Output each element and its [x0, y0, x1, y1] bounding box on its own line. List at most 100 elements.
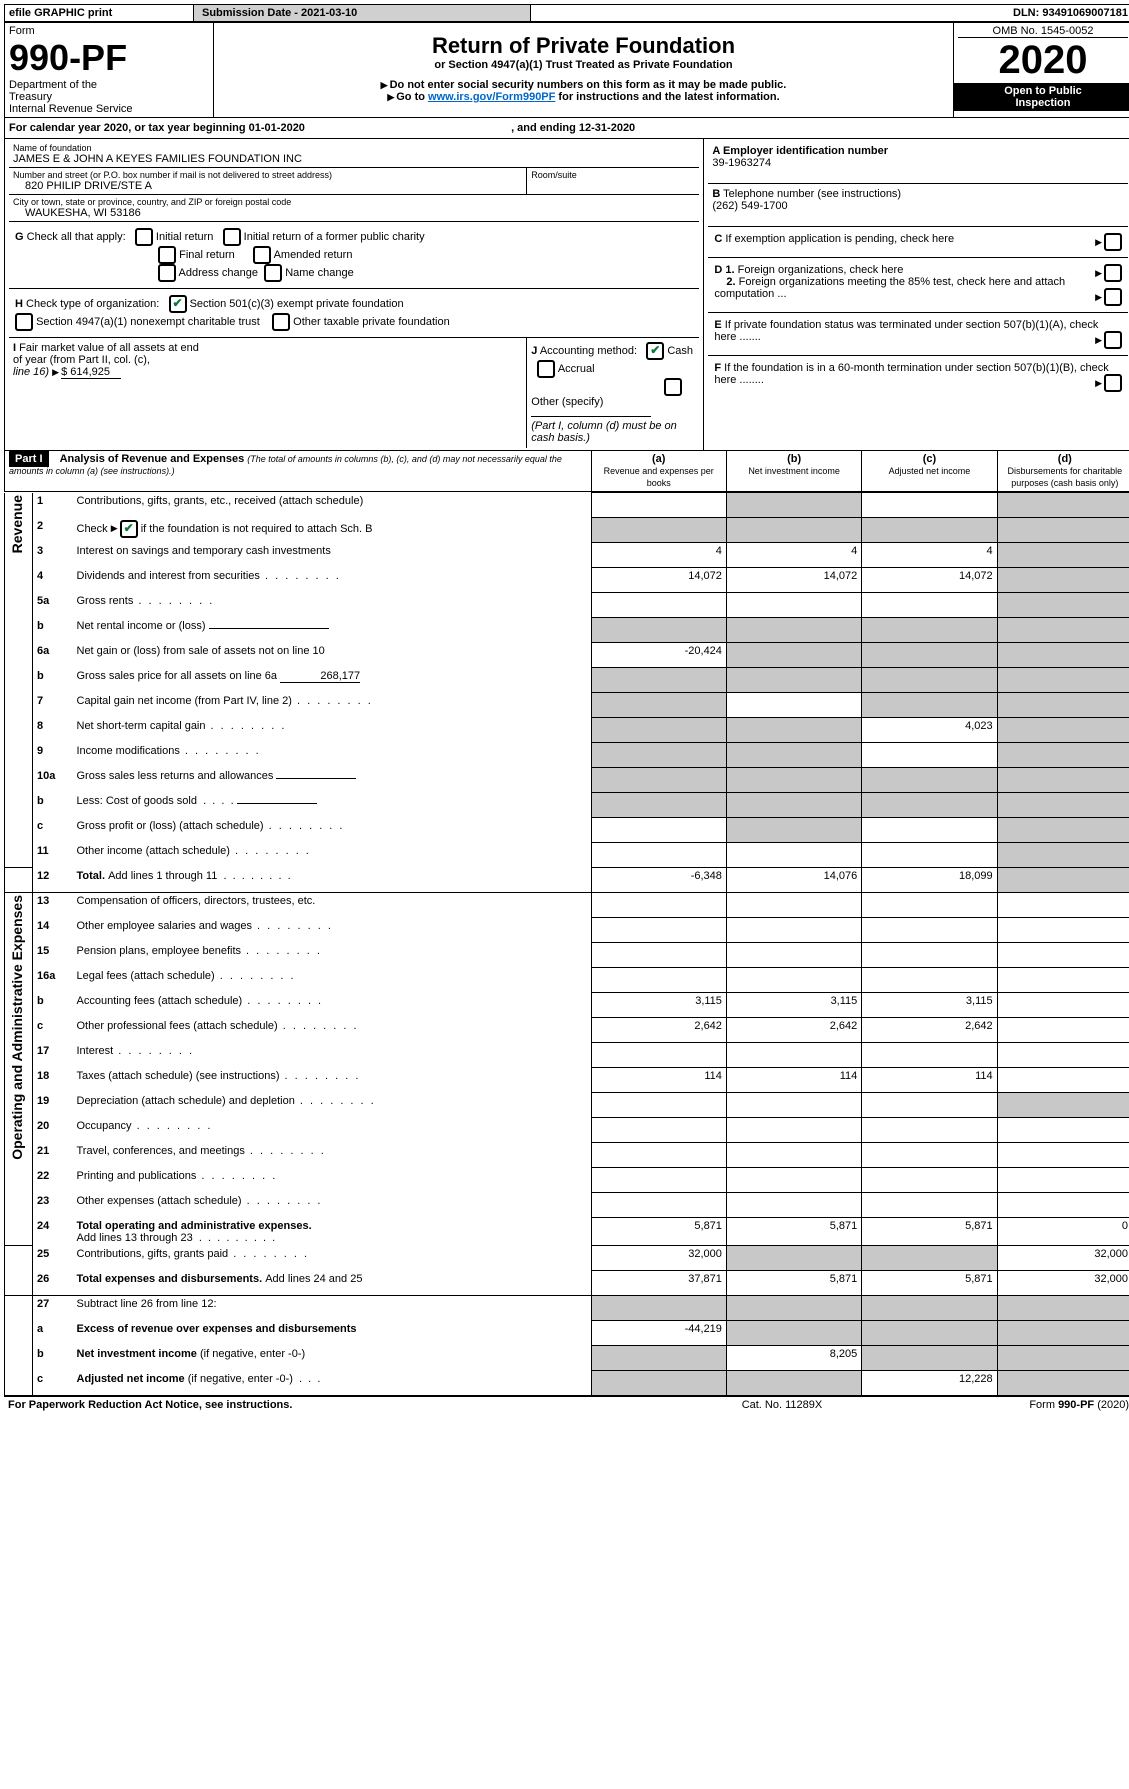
form-number: 990-PF	[9, 37, 209, 79]
cell-c	[862, 518, 997, 543]
table-row: 20 Occupancy	[5, 1118, 1129, 1143]
line-num: 12	[33, 868, 69, 893]
name-change-checkbox[interactable]	[264, 264, 282, 282]
b-label: B	[712, 188, 720, 200]
d2-label: 2.	[714, 276, 735, 288]
line-desc: Occupancy	[69, 1118, 592, 1143]
cell-a	[591, 743, 726, 768]
c-checkbox[interactable]	[1104, 233, 1122, 251]
ein-value: 39-1963274	[712, 157, 1124, 169]
name-change-label: Name change	[285, 267, 354, 279]
cell-c	[862, 968, 997, 993]
cell-d	[997, 493, 1129, 518]
line-desc: Printing and publications	[69, 1168, 592, 1193]
cell-d	[997, 893, 1129, 918]
addr-change-checkbox[interactable]	[158, 264, 176, 282]
other-taxable-label: Other taxable private foundation	[293, 316, 450, 328]
line-num: 24	[33, 1218, 69, 1246]
4947-checkbox[interactable]	[15, 313, 33, 331]
other-taxable-checkbox[interactable]	[272, 313, 290, 331]
cell-a	[591, 1193, 726, 1218]
cell-a	[591, 1371, 726, 1397]
line-desc: Travel, conferences, and meetings	[69, 1143, 592, 1168]
cat-number: Cat. No. 11289X	[680, 1397, 885, 1413]
line-desc: Compensation of officers, directors, tru…	[69, 893, 592, 918]
cash-checkbox[interactable]: ✔	[646, 342, 664, 360]
cell-b	[726, 1321, 861, 1346]
line-desc: Contributions, gifts, grants paid	[69, 1246, 592, 1271]
omb-number: OMB No. 1545-0052	[958, 25, 1128, 38]
cell-a	[591, 518, 726, 543]
cell-a: 5,871	[591, 1218, 726, 1246]
other-method-checkbox[interactable]	[664, 378, 682, 396]
cell-d	[997, 793, 1129, 818]
cell-d	[997, 518, 1129, 543]
room-label: Room/suite	[527, 168, 700, 195]
501c3-checkbox[interactable]: ✔	[169, 295, 187, 313]
line-desc: (if negative, enter -0-)	[188, 1373, 293, 1385]
cell-a	[591, 1296, 726, 1321]
cell-b	[726, 743, 861, 768]
table-row: b Less: Cost of goods sold . . . .	[5, 793, 1129, 818]
line-num: 21	[33, 1143, 69, 1168]
initial-return-checkbox[interactable]	[135, 228, 153, 246]
cell-c	[862, 743, 997, 768]
cell-a	[591, 1093, 726, 1118]
cell-c: 14,072	[862, 568, 997, 593]
cell-c	[862, 768, 997, 793]
table-row: 16a Legal fees (attach schedule)	[5, 968, 1129, 993]
accrual-checkbox[interactable]	[537, 360, 555, 378]
cell-d	[997, 1043, 1129, 1068]
table-row: a Excess of revenue over expenses and di…	[5, 1321, 1129, 1346]
cell-d	[997, 818, 1129, 843]
cell-d: 32,000	[997, 1271, 1129, 1296]
cell-c: 114	[862, 1068, 997, 1093]
cell-a	[591, 918, 726, 943]
cell-a	[591, 693, 726, 718]
table-row: c Other professional fees (attach schedu…	[5, 1018, 1129, 1043]
d1-checkbox[interactable]	[1104, 264, 1122, 282]
amended-checkbox[interactable]	[253, 246, 271, 264]
e-checkbox[interactable]	[1104, 331, 1122, 349]
line-num: b	[33, 993, 69, 1018]
line-num: 19	[33, 1093, 69, 1118]
city-label: City or town, state or province, country…	[13, 197, 695, 207]
i-label: I	[13, 342, 16, 354]
cell-d	[997, 1068, 1129, 1093]
cell-c	[862, 1043, 997, 1068]
line-desc: Gross rents	[69, 593, 592, 618]
cell-a: 4	[591, 543, 726, 568]
table-row: 23 Other expenses (attach schedule)	[5, 1193, 1129, 1218]
final-return-checkbox[interactable]	[158, 246, 176, 264]
other-method-label: Other (specify)	[531, 396, 603, 408]
c-text: If exemption application is pending, che…	[725, 233, 954, 245]
f-checkbox[interactable]	[1104, 374, 1122, 392]
line-desc: Other employee salaries and wages	[69, 918, 592, 943]
initial-former-checkbox[interactable]	[223, 228, 241, 246]
cell-c: 18,099	[862, 868, 997, 893]
cell-d	[997, 918, 1129, 943]
cell-c	[862, 668, 997, 693]
501c3-label: Section 501(c)(3) exempt private foundat…	[190, 298, 404, 310]
line-num: 3	[33, 543, 69, 568]
cell-d	[997, 1018, 1129, 1043]
cell-b	[726, 1093, 861, 1118]
table-row: 15 Pension plans, employee benefits	[5, 943, 1129, 968]
table-row: 14 Other employee salaries and wages	[5, 918, 1129, 943]
line-num: 22	[33, 1168, 69, 1193]
i-text2: of year (from Part II, col. (c),	[13, 354, 150, 366]
table-row: 12 Total. Add lines 1 through 11 . . . .…	[5, 868, 1129, 893]
cell-a	[591, 1118, 726, 1143]
table-row: 6a Net gain or (loss) from sale of asset…	[5, 643, 1129, 668]
table-row: 11 Other income (attach schedule)	[5, 843, 1129, 868]
cell-c	[862, 818, 997, 843]
d2-checkbox[interactable]	[1104, 288, 1122, 306]
cell-b: 14,076	[726, 868, 861, 893]
cell-a: -6,348	[591, 868, 726, 893]
line-desc: Other professional fees (attach schedule…	[69, 1018, 592, 1043]
table-row: b Net investment income (if negative, en…	[5, 1346, 1129, 1371]
irs-link[interactable]: www.irs.gov/Form990PF	[428, 91, 555, 103]
schB-checkbox[interactable]: ✔	[120, 520, 138, 538]
table-row: 9 Income modifications	[5, 743, 1129, 768]
line-desc: Add lines 1 through 11	[108, 870, 217, 882]
